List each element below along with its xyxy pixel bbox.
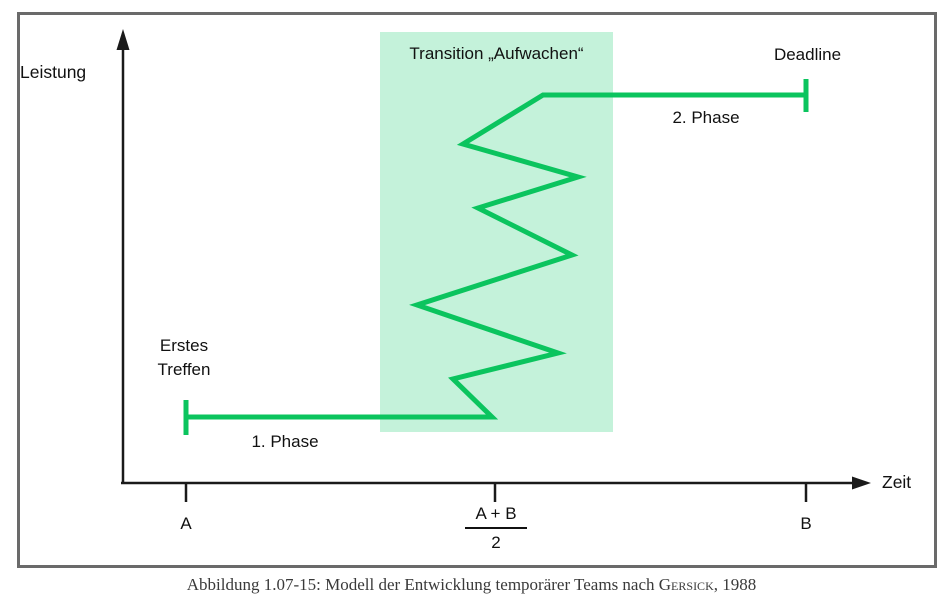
caption-suffix: , 1988	[713, 575, 757, 594]
performance-line	[186, 92, 806, 420]
x-tick-label-a: A	[180, 514, 192, 533]
deadline-label: Deadline	[773, 45, 842, 64]
caption-prefix: Abbildung 1.07-15: Modell der Entwicklun…	[186, 575, 659, 594]
transition-zone-label: Transition „Aufwachen“	[409, 44, 584, 63]
fraction-denominator: 2	[491, 533, 501, 553]
x-axis-arrow-icon	[852, 476, 871, 490]
first-meeting-label: Erstes Treffen	[157, 336, 211, 379]
figure-caption: Abbildung 1.07-15: Modell der Entwicklun…	[0, 575, 943, 595]
phase2-label: 2. Phase	[672, 108, 740, 127]
x-tick-label-mid: A + B 2	[455, 503, 537, 554]
caption-author: Gersick	[658, 575, 714, 594]
y-axis-label: Leistung	[20, 62, 87, 82]
fraction-bar	[465, 527, 527, 530]
x-axis-label: Zeit	[882, 472, 912, 492]
fraction-numerator: A + B	[475, 504, 517, 523]
y-axis-arrow-icon	[116, 29, 130, 50]
x-tick-label-b: B	[800, 514, 812, 533]
transition-zone	[380, 32, 613, 432]
phase1-label: 1. Phase	[251, 432, 319, 451]
